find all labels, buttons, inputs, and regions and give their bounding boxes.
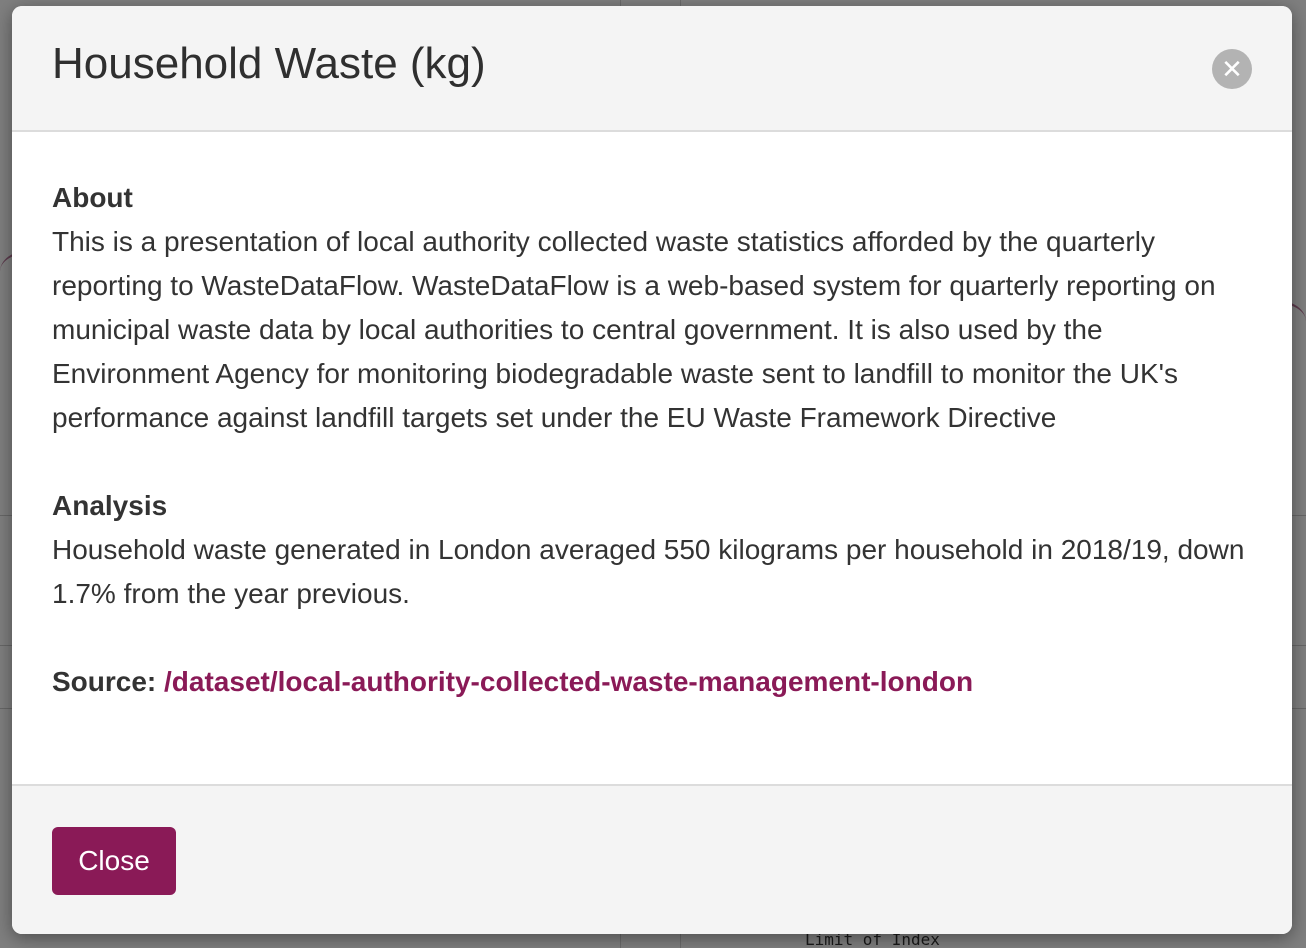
modal-body: About This is a presentation of local au… bbox=[12, 132, 1292, 742]
info-modal: Household Waste (kg) ✕ About This is a p… bbox=[12, 6, 1292, 934]
about-text: This is a presentation of local authorit… bbox=[52, 226, 1216, 433]
analysis-text: Household waste generated in London aver… bbox=[52, 534, 1245, 609]
analysis-heading: Analysis bbox=[52, 490, 168, 521]
modal-footer: Close bbox=[12, 784, 1292, 934]
source-label: Source: bbox=[52, 666, 157, 697]
source-link[interactable]: /dataset/local-authority-collected-waste… bbox=[164, 666, 974, 697]
close-icon[interactable]: ✕ bbox=[1212, 49, 1252, 89]
modal-title: Household Waste (kg) bbox=[52, 39, 486, 88]
source-line: Source: /dataset/local-authority-collect… bbox=[52, 660, 1252, 704]
close-button[interactable]: Close bbox=[52, 827, 176, 895]
about-heading: About bbox=[52, 182, 133, 213]
modal-header: Household Waste (kg) ✕ bbox=[12, 6, 1292, 132]
